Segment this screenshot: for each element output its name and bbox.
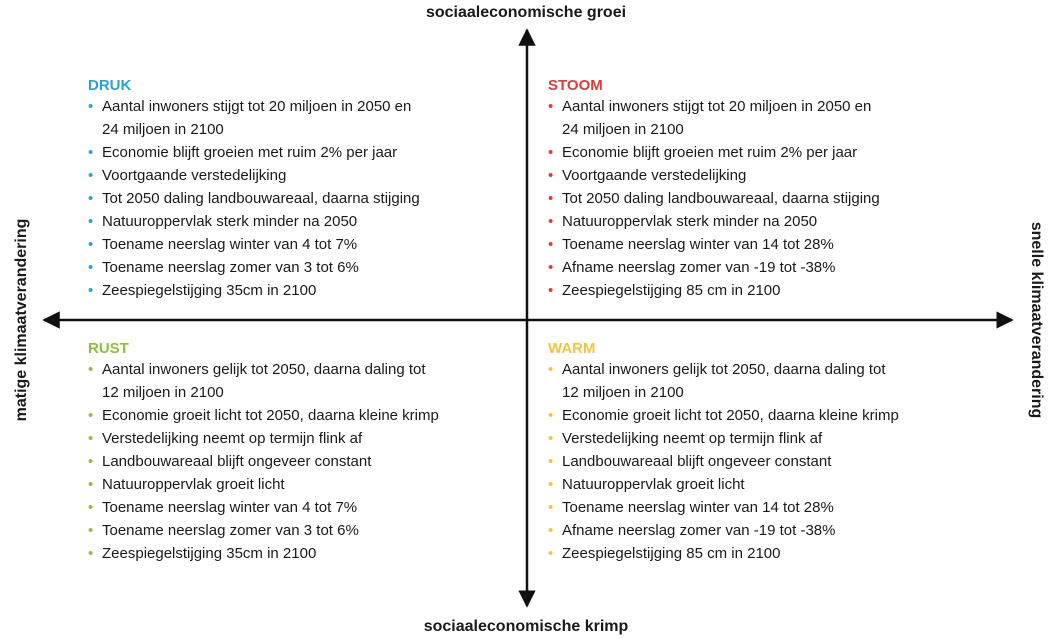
item-text: Economie groeit licht tot 2050, daarna k… [102, 407, 439, 424]
item-text: Zeespiegelstijging 85 cm in 2100 [562, 282, 781, 299]
list-item: Toename neerslag winter van 14 tot 28% [548, 496, 988, 519]
list-item: Zeespiegelstijging 85 cm in 2100 [548, 279, 988, 302]
list-item: Zeespiegelstijging 35cm in 2100 [88, 542, 528, 565]
quadrant-title: WARM [548, 340, 596, 357]
item-text: Natuuroppervlak groeit licht [562, 476, 745, 493]
item-text: 24 miljoen in 2100 [102, 121, 224, 138]
quadrant-title: STOOM [548, 77, 603, 94]
list-item: Natuuroppervlak sterk minder na 2050 [88, 210, 528, 233]
list-item: Natuuroppervlak groeit licht [88, 473, 528, 496]
item-text: 24 miljoen in 2100 [562, 121, 684, 138]
list-item: Zeespiegelstijging 35cm in 2100 [88, 279, 528, 302]
list-item: Voortgaande verstedelijking [548, 164, 988, 187]
item-text: Zeespiegelstijging 35cm in 2100 [102, 545, 317, 562]
item-text: Landbouwareaal blijft ongeveer constant [562, 453, 832, 470]
list-item: Landbouwareaal blijft ongeveer constant [88, 450, 528, 473]
item-text: Toename neerslag winter van 14 tot 28% [562, 499, 834, 516]
item-text: Afname neerslag zomer van -19 tot -38% [562, 522, 836, 539]
axis-label: sociaaleconomische krimp [423, 618, 629, 635]
item-text: Economie blijft groeien met ruim 2% per … [102, 144, 398, 161]
item-text: 12 miljoen in 2100 [562, 384, 684, 401]
item-text: 12 miljoen in 2100 [102, 384, 224, 401]
list-item: Economie blijft groeien met ruim 2% per … [548, 141, 988, 164]
list-item: Verstedelijking neemt op termijn flink a… [548, 427, 988, 450]
item-text: Natuuroppervlak sterk minder na 2050 [562, 213, 818, 230]
list-item: Natuuroppervlak sterk minder na 2050 [548, 210, 988, 233]
item-text: Toename neerslag winter van 4 tot 7% [102, 499, 358, 516]
axis-label: snelle klimaatverandering [1028, 221, 1045, 419]
list-item: Voortgaande verstedelijking [88, 164, 528, 187]
item-text: Aantal inwoners stijgt tot 20 miljoen in… [102, 98, 412, 115]
list-item: Economie groeit licht tot 2050, daarna k… [88, 404, 528, 427]
quadrant: DRUK Aantal inwoners stijgt tot 20 miljoe… [88, 77, 528, 302]
quadrant: WARM Aantal inwoners gelijk tot 2050, daa… [548, 340, 988, 565]
list-item: Economie blijft groeien met ruim 2% per … [88, 141, 528, 164]
item-text: Landbouwareaal blijft ongeveer constant [102, 453, 372, 470]
list-item: Toename neerslag winter van 14 tot 28% [548, 233, 988, 256]
list-item: Afname neerslag zomer van -19 tot -38% [548, 256, 988, 279]
item-text: Economie blijft groeien met ruim 2% per … [562, 144, 858, 161]
item-text: Economie groeit licht tot 2050, daarna k… [562, 407, 899, 424]
list-item: Aantal inwoners stijgt tot 20 miljoen in… [88, 95, 528, 141]
item-list: Aantal inwoners stijgt tot 20 miljoen in… [548, 95, 988, 302]
list-item: Toename neerslag winter van 4 tot 7% [88, 496, 528, 519]
item-text: Tot 2050 daling landbouwareaal, daarna s… [562, 190, 880, 207]
item-text: Toename neerslag zomer van 3 tot 6% [102, 259, 359, 276]
quadrant: STOOM Aantal inwoners stijgt tot 20 miljo… [548, 77, 988, 302]
list-item: Economie groeit licht tot 2050, daarna k… [548, 404, 988, 427]
list-item: Tot 2050 daling landbouwareaal, daarna s… [548, 187, 988, 210]
axis-label: matige klimaatverandering [13, 218, 30, 422]
item-text: Natuuroppervlak groeit licht [102, 476, 285, 493]
list-item: Aantal inwoners gelijk tot 2050, daarna … [548, 358, 988, 404]
quadrant-title: DRUK [88, 77, 132, 94]
item-text: Afname neerslag zomer van -19 tot -38% [562, 259, 836, 276]
item-text: Verstedelijking neemt op termijn flink a… [102, 430, 363, 447]
item-text: Tot 2050 daling landbouwareaal, daarna s… [102, 190, 420, 207]
item-list: Aantal inwoners stijgt tot 20 miljoen in… [88, 95, 528, 302]
item-text: Natuuroppervlak sterk minder na 2050 [102, 213, 358, 230]
quadrant: RUST Aantal inwoners gelijk tot 2050, daa… [88, 340, 528, 565]
item-list: Aantal inwoners gelijk tot 2050, daarna … [88, 358, 528, 565]
list-item: Zeespiegelstijging 85 cm in 2100 [548, 542, 988, 565]
item-text: Toename neerslag winter van 14 tot 28% [562, 236, 834, 253]
item-text: Zeespiegelstijging 85 cm in 2100 [562, 545, 781, 562]
item-list: Aantal inwoners gelijk tot 2050, daarna … [548, 358, 988, 565]
quadrant-title: RUST [88, 340, 129, 357]
list-item: Aantal inwoners stijgt tot 20 miljoen in… [548, 95, 988, 141]
item-text: Zeespiegelstijging 35cm in 2100 [102, 282, 317, 299]
item-text: Verstedelijking neemt op termijn flink a… [562, 430, 823, 447]
item-text: Voortgaande verstedelijking [562, 167, 747, 184]
item-text: Toename neerslag zomer van 3 tot 6% [102, 522, 359, 539]
list-item: Afname neerslag zomer van -19 tot -38% [548, 519, 988, 542]
list-item: Natuuroppervlak groeit licht [548, 473, 988, 496]
item-text: Voortgaande verstedelijking [102, 167, 287, 184]
list-item: Toename neerslag zomer van 3 tot 6% [88, 256, 528, 279]
item-text: Aantal inwoners gelijk tot 2050, daarna … [102, 361, 426, 378]
list-item: Landbouwareaal blijft ongeveer constant [548, 450, 988, 473]
list-item: Toename neerslag zomer van 3 tot 6% [88, 519, 528, 542]
list-item: Aantal inwoners gelijk tot 2050, daarna … [88, 358, 528, 404]
axis-label: sociaaleconomische groei [425, 4, 627, 21]
item-text: Aantal inwoners stijgt tot 20 miljoen in… [562, 98, 872, 115]
item-text: Toename neerslag winter van 4 tot 7% [102, 236, 358, 253]
list-item: Tot 2050 daling landbouwareaal, daarna s… [88, 187, 528, 210]
list-item: Verstedelijking neemt op termijn flink a… [88, 427, 528, 450]
list-item: Toename neerslag winter van 4 tot 7% [88, 233, 528, 256]
item-text: Aantal inwoners gelijk tot 2050, daarna … [562, 361, 886, 378]
